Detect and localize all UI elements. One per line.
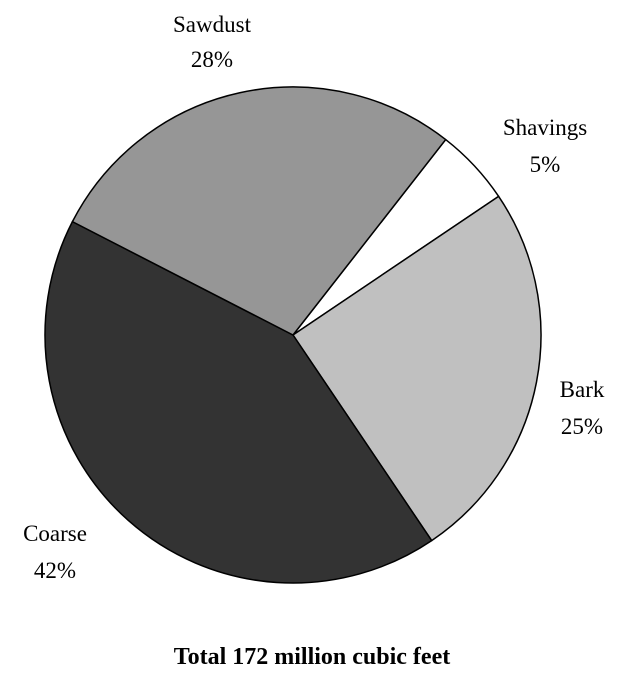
slice-label-bark-name: Bark xyxy=(560,377,605,402)
slice-label-sawdust-name: Sawdust xyxy=(173,12,252,37)
pie-slice-sawdust xyxy=(71,86,447,336)
slice-label-shavings-percent: 5% xyxy=(530,152,561,177)
slice-label-coarse-percent: 42% xyxy=(34,558,76,583)
slice-label-sawdust-percent: 28% xyxy=(191,47,233,72)
slice-label-coarse-name: Coarse xyxy=(23,521,87,546)
slice-label-bark-percent: 25% xyxy=(561,414,603,439)
slice-label-shavings-name: Shavings xyxy=(503,115,587,140)
pie-slice-coarse xyxy=(44,220,433,584)
pie-slice-bark xyxy=(292,195,542,542)
pie-slices xyxy=(44,86,542,584)
chart-caption: Total 172 million cubic feet xyxy=(174,644,450,670)
